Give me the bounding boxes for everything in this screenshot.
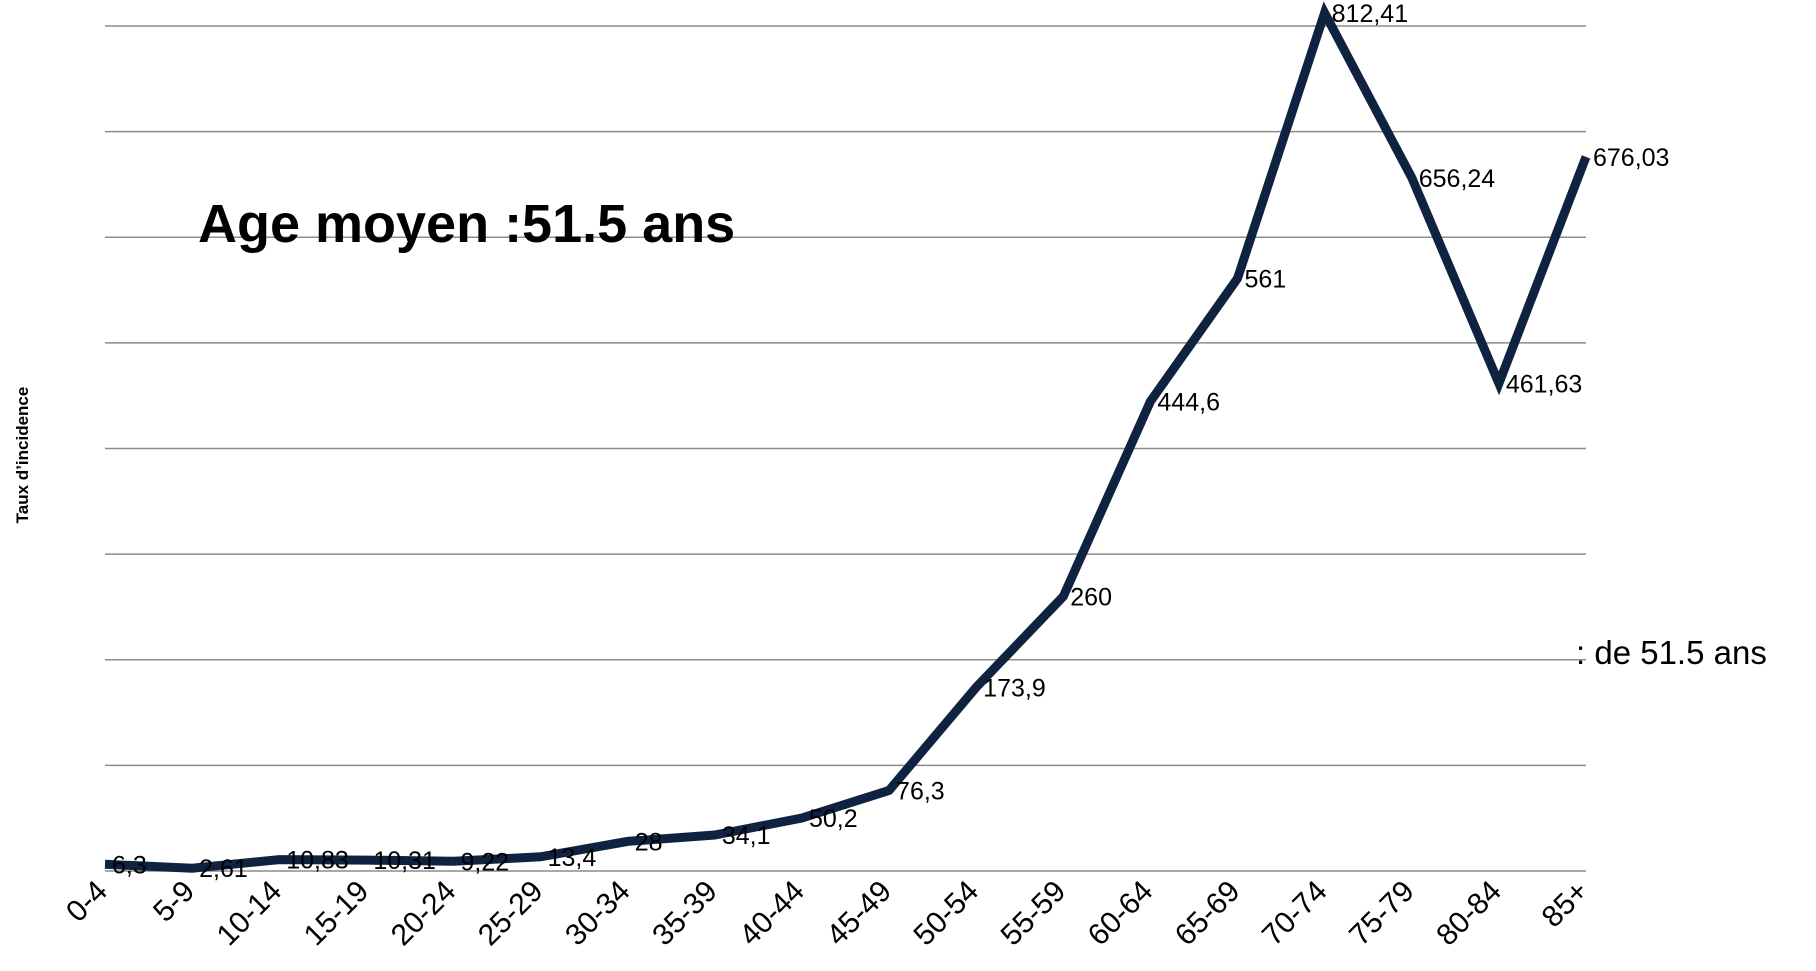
data-label-30-34: 28 [635, 828, 663, 856]
data-label-50-54: 173,9 [983, 674, 1046, 702]
data-label-10-14: 10,83 [286, 847, 349, 875]
data-label-0-4: 6,3 [112, 851, 147, 879]
x-tick-85+: 85+ [1536, 875, 1595, 934]
x-tick-70-74: 70-74 [1256, 875, 1334, 953]
x-tick-30-34: 30-34 [559, 875, 637, 953]
data-label-70-74: 812,41 [1332, 0, 1408, 28]
clipped-mean-age-annotation: : de 51.5 ans [1576, 634, 1767, 671]
data-label-20-24: 9,22 [460, 848, 509, 876]
data-label-35-39: 34,1 [722, 822, 771, 850]
x-tick-80-84: 80-84 [1430, 875, 1508, 953]
data-label-40-44: 50,2 [809, 805, 858, 833]
x-tick-0-4: 0-4 [60, 875, 114, 929]
data-label-45-49: 76,3 [896, 777, 945, 805]
gridlines [105, 25, 1586, 872]
x-tick-55-59: 55-59 [995, 875, 1073, 953]
x-tick-15-19: 15-19 [298, 875, 376, 953]
data-label-65-69: 561 [1245, 265, 1287, 293]
data-label-55-59: 260 [1070, 583, 1112, 611]
x-tick-40-44: 40-44 [733, 875, 811, 953]
x-tick-25-29: 25-29 [472, 875, 550, 953]
x-tick-35-39: 35-39 [646, 875, 724, 953]
x-tick-5-9: 5-9 [147, 875, 201, 929]
data-label-75-79: 656,24 [1419, 165, 1496, 193]
data-labels: 6,3 2,61 10,83 10,31 9,22 13,4 28 34,1 50,2 76,3 1… [112, 0, 1669, 883]
mean-age-annotation: Age moyen :51.5 ans [198, 194, 735, 254]
y-axis-label: Taux d’incidence [13, 387, 32, 524]
x-tick-45-49: 45-49 [820, 875, 898, 953]
x-tick-75-79: 75-79 [1343, 875, 1421, 953]
data-label-85+: 676,03 [1593, 144, 1669, 172]
series-line [104, 1, 1591, 873]
data-label-5-9: 2,61 [199, 855, 248, 883]
x-tick-50-54: 50-54 [908, 875, 986, 953]
x-tick-65-69: 65-69 [1169, 875, 1247, 953]
x-tick-60-64: 60-64 [1082, 875, 1160, 953]
data-label-15-19: 10,31 [373, 847, 436, 875]
data-label-25-29: 13,4 [548, 844, 597, 872]
x-axis-tick-labels: 0-4 5-9 10-14 15-19 20-24 25-29 30-34 35-39 40-4… [60, 875, 1595, 953]
data-label-80-84: 461,63 [1506, 370, 1582, 398]
x-tick-20-24: 20-24 [385, 875, 463, 953]
x-tick-10-14: 10-14 [211, 875, 289, 953]
data-label-60-64: 444,6 [1157, 388, 1220, 416]
